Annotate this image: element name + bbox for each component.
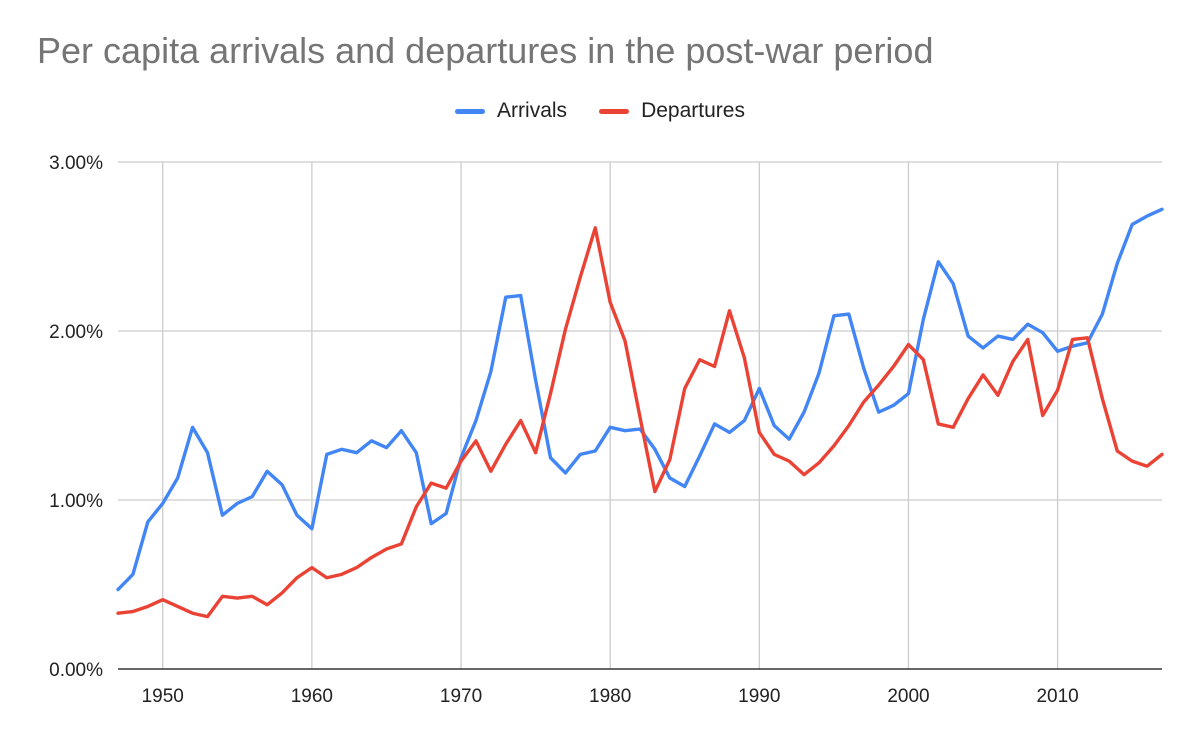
legend-label-departures: Departures	[641, 99, 745, 122]
series-line-departures	[116, 226, 1164, 619]
chart-title: Per capita arrivals and departures in th…	[37, 30, 934, 71]
x-tick-label: 1970	[440, 686, 482, 707]
y-tick-label: 2.00%	[49, 322, 103, 343]
x-tick-label: 1960	[291, 686, 333, 707]
legend-label-arrivals: Arrivals	[497, 99, 568, 122]
x-tick-label: 2000	[887, 686, 929, 707]
legend-swatch-arrivals	[455, 108, 486, 114]
x-tick-label: 1990	[738, 686, 780, 707]
x-tick-label: 2010	[1036, 686, 1078, 707]
legend-item-arrivals: Arrivals	[455, 99, 567, 123]
y-tick-label: 1.00%	[49, 491, 103, 512]
legend-item-departures: Departures	[599, 99, 745, 123]
series-line-arrivals	[116, 207, 1164, 592]
x-tick-label: 1950	[142, 686, 184, 707]
y-tick-label: 0.00%	[49, 660, 103, 681]
x-tick-label: 1980	[589, 686, 631, 707]
legend: Arrivals Departures	[0, 99, 1200, 123]
legend-swatch-departures	[599, 108, 630, 114]
y-tick-label: 3.00%	[49, 153, 103, 174]
